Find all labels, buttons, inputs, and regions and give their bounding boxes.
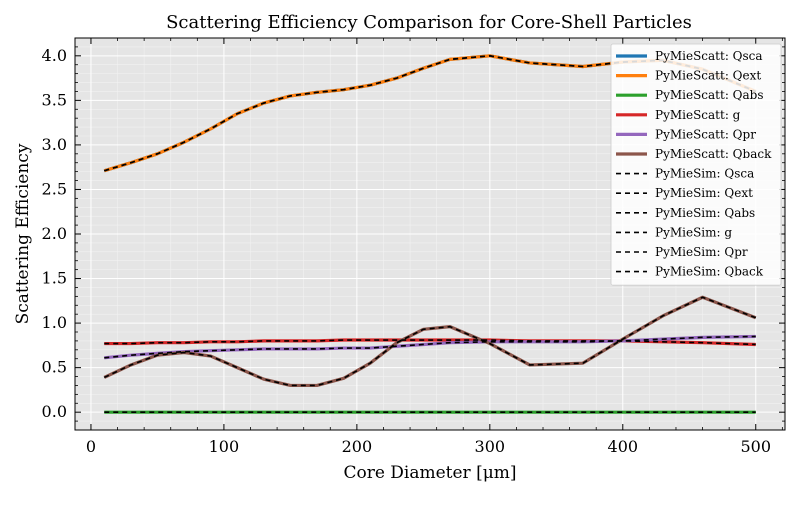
y-tick-label: 1.5 [42,269,67,288]
x-axis-label: Core Diameter [μm] [343,463,516,483]
legend-entry: PyMieSim: Qabs [655,206,755,220]
legend-entry: PyMieSim: Qsca [655,167,754,181]
x-tick-label: 400 [608,437,639,456]
y-tick-label: 4.0 [42,46,67,65]
y-tick-label: 3.5 [42,90,67,109]
legend-entry: PyMieScatt: Qpr [655,127,756,141]
x-tick-label: 300 [475,437,506,456]
chart-title: Scattering Efficiency Comparison for Cor… [166,12,692,33]
legend-entry: PyMieSim: Qpr [655,245,748,259]
legend-entry: PyMieScatt: Qabs [655,88,764,102]
series-line-pymiesim-qpr [104,335,756,359]
x-tick-label: 500 [740,437,771,456]
series-line-pymiesim-qext [104,55,757,172]
x-tick-label: 200 [342,437,373,456]
y-tick-label: 0.0 [42,402,67,421]
series-group [103,54,757,414]
x-tick-label: 100 [209,437,240,456]
legend-entry: PyMieScatt: Qext [655,69,761,83]
legend-entry: PyMieScatt: Qback [655,147,772,161]
x-tick-label: 0 [86,437,96,456]
y-tick-label: 0.5 [42,358,67,377]
legend: PyMieScatt: Qsca PyMieScatt: Qext PyMieSca… [610,43,782,286]
legend-box [610,43,782,286]
y-tick-label: 1.0 [42,313,67,332]
ticks: 0 100 200 300 400 500 0.0 0.5 1.0 1.5 2.0 2.5 3.0 3.5… [42,38,785,456]
y-axis-label: Scattering Efficiency [13,143,33,324]
legend-entry: PyMieSim: g [655,225,732,239]
series-line-pymiesim-qback [103,296,757,387]
legend-entry: PyMieSim: Qback [655,265,764,279]
legend-entry: PyMieScatt: Qsca [655,49,763,63]
legend-entry: PyMieScatt: g [655,108,741,122]
legend-entry: PyMieSim: Qext [655,186,753,200]
y-tick-label: 2.0 [42,224,67,243]
y-tick-label: 2.5 [42,179,67,198]
y-tick-label: 3.0 [42,135,67,154]
